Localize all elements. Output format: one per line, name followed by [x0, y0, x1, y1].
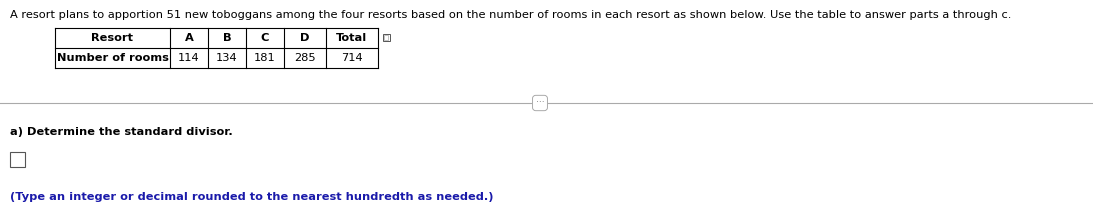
Bar [384, 35, 388, 40]
Text: 134: 134 [216, 53, 238, 63]
Bar [10, 152, 25, 167]
Text: A: A [185, 33, 193, 43]
Text: C: C [261, 33, 269, 43]
Text: (Type an integer or decimal rounded to the nearest hundredth as needed.): (Type an integer or decimal rounded to t… [10, 192, 494, 202]
Text: Resort: Resort [92, 33, 133, 43]
Text: A resort plans to apportion 51 new toboggans among the four resorts based on the: A resort plans to apportion 51 new tobog… [10, 10, 1011, 20]
Text: ···: ··· [536, 99, 544, 107]
Text: 285: 285 [294, 53, 316, 63]
Text: a) Determine the standard divisor.: a) Determine the standard divisor. [10, 127, 233, 137]
Text: 114: 114 [178, 53, 200, 63]
Text: D: D [301, 33, 309, 43]
Text: Number of rooms: Number of rooms [57, 53, 168, 63]
Text: 181: 181 [255, 53, 275, 63]
Bar [383, 34, 390, 41]
Text: B: B [223, 33, 232, 43]
Text: 714: 714 [341, 53, 363, 63]
Text: Total: Total [337, 33, 367, 43]
